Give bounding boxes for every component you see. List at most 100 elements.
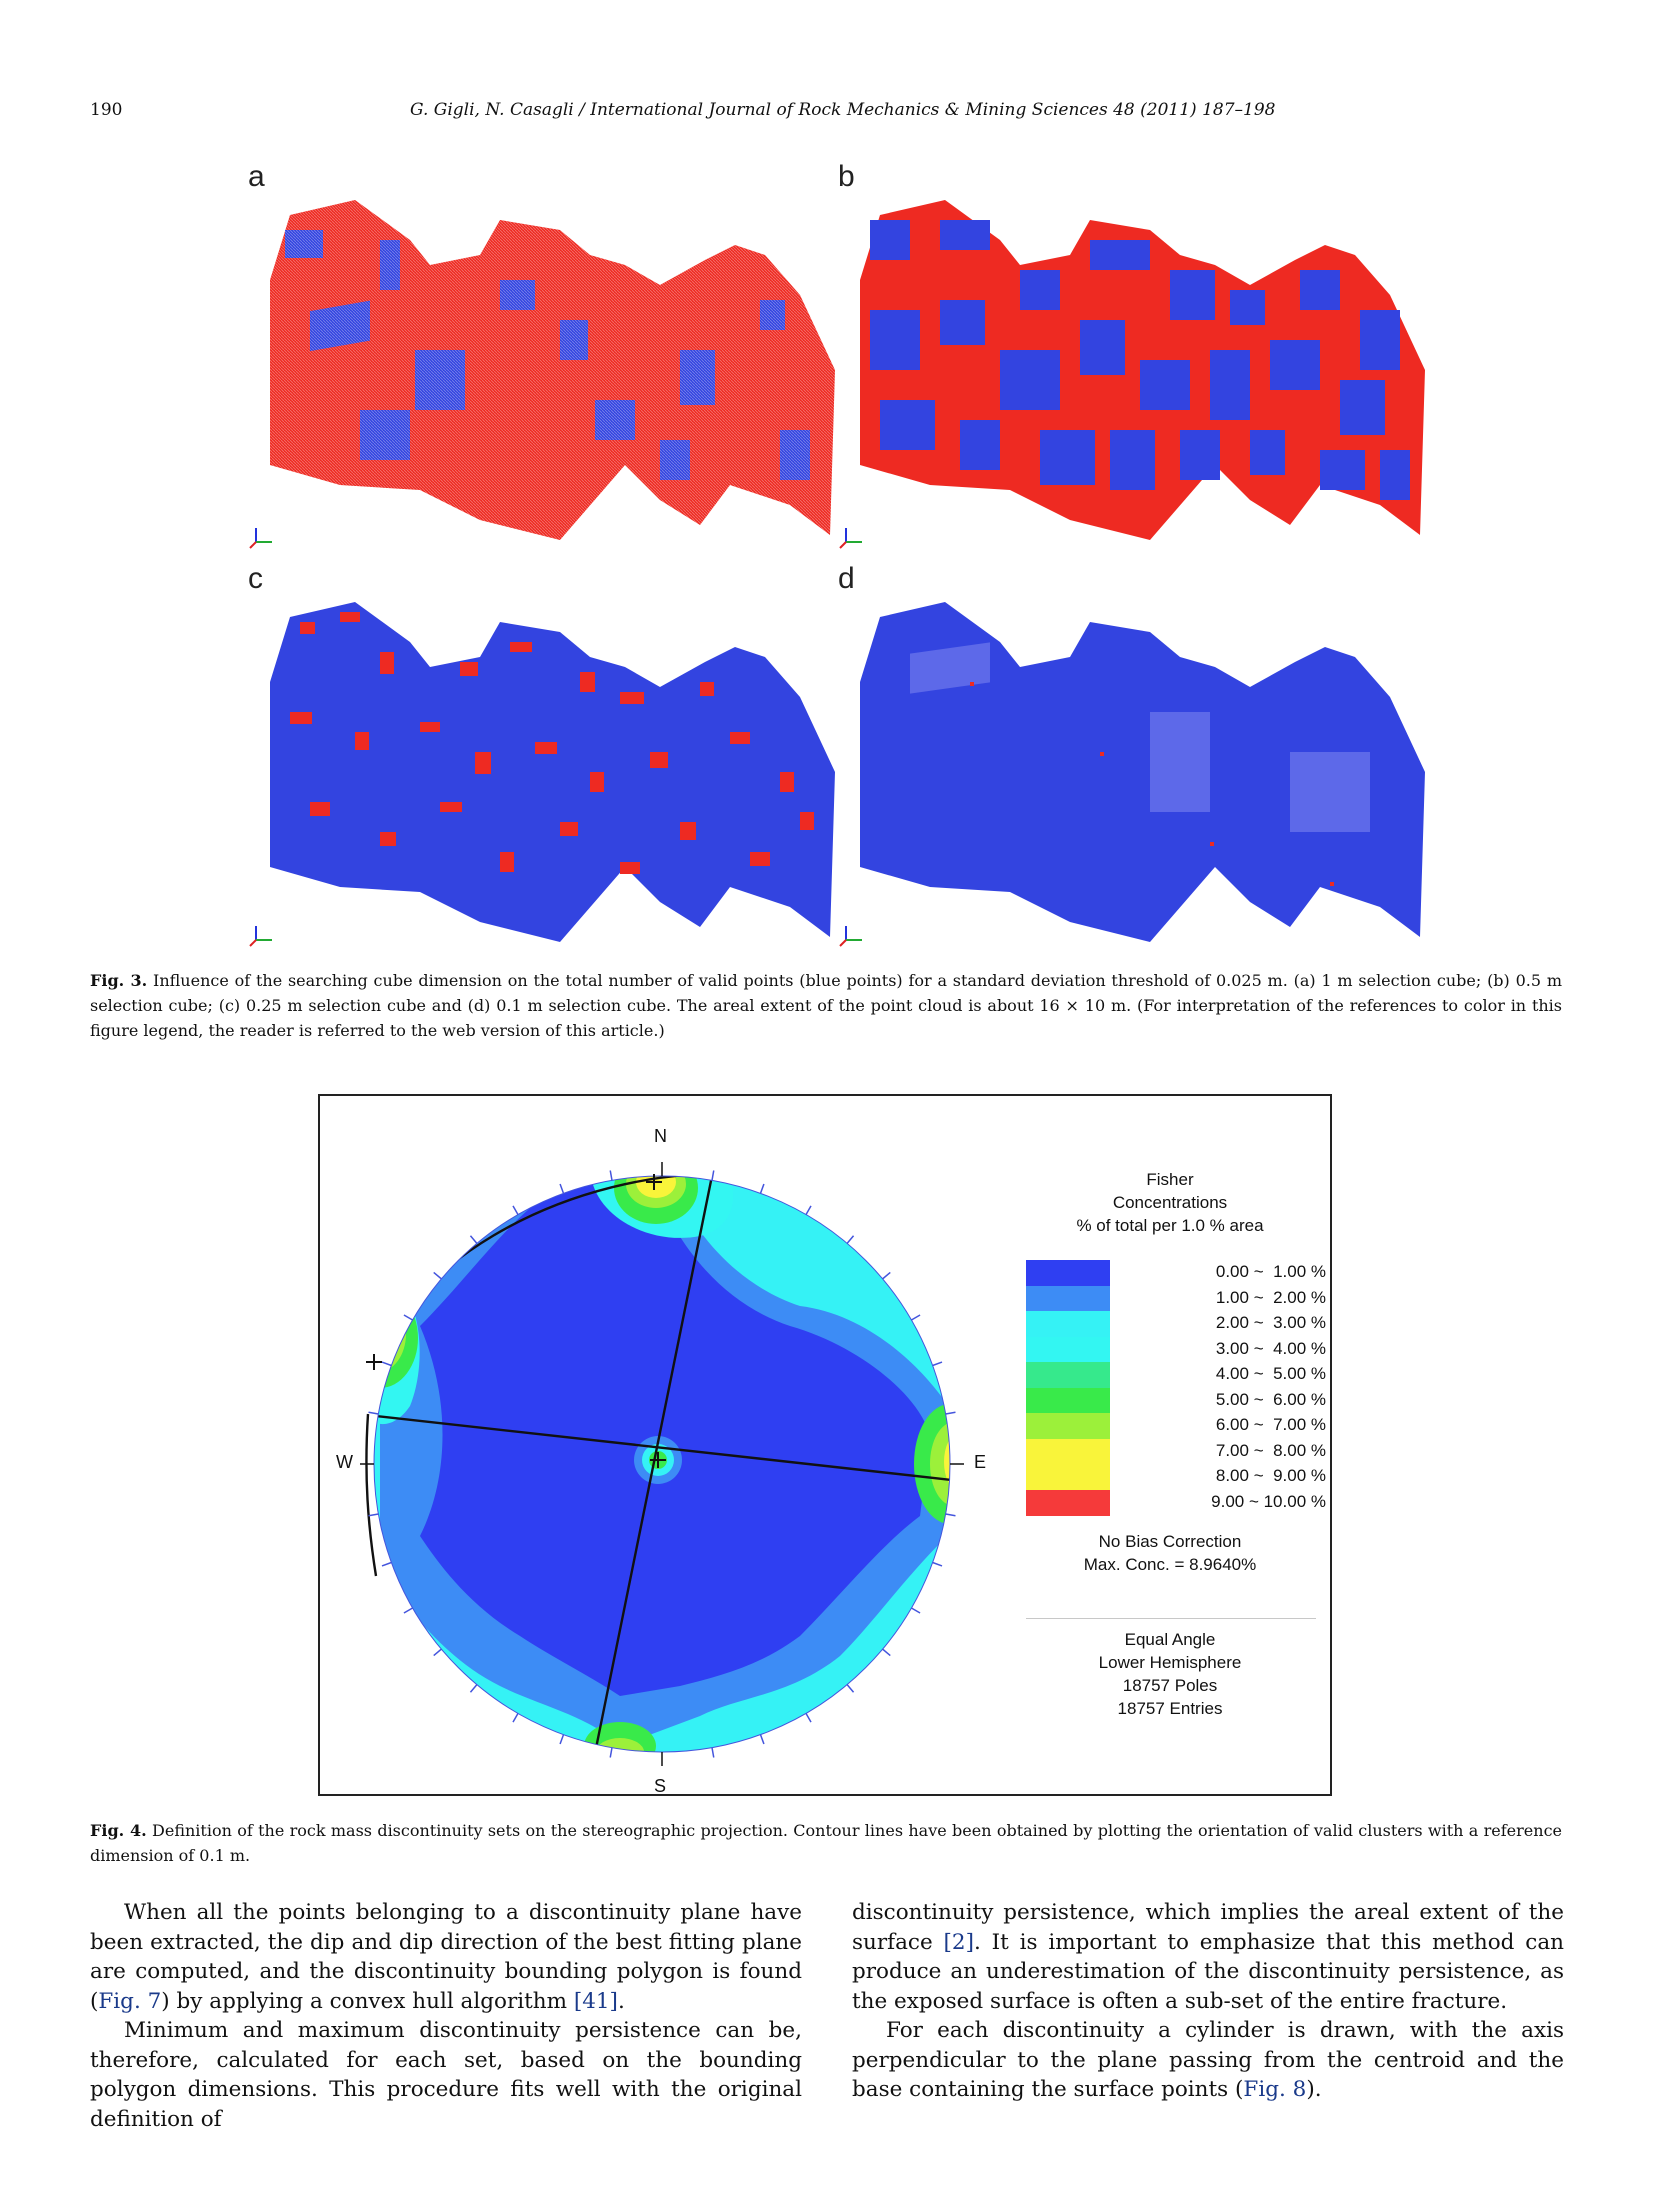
- legend-swatch: [1026, 1438, 1110, 1465]
- tick-mark: [381, 1561, 392, 1567]
- legend-row: 1.00 ~ 2.00 %: [1026, 1285, 1326, 1312]
- tick-mark: [403, 1314, 413, 1321]
- tick-mark: [469, 1684, 478, 1693]
- figure-3-caption: Fig. 3. Influence of the searching cube …: [90, 968, 1562, 1043]
- citation-link[interactable]: Fig. 8: [1243, 2077, 1307, 2102]
- citation-link[interactable]: [2]: [943, 1929, 974, 1955]
- body-paragraph: Minimum and maximum discontinuity persis…: [90, 2016, 802, 2134]
- legend-swatch: [1026, 1362, 1110, 1388]
- stereonet-figure: N S E W Fisher Concentrations % of total…: [318, 1094, 1332, 1796]
- tick-mark: [945, 1513, 956, 1517]
- legend-swatch: [1026, 1464, 1110, 1490]
- compass-south-label: S: [654, 1776, 667, 1796]
- tick-mark: [759, 1183, 765, 1194]
- tick-mark: [512, 1713, 519, 1723]
- paragraph-text: .: [617, 1988, 625, 2014]
- legend-title-line: % of total per 1.0 % area: [1076, 1216, 1264, 1235]
- poles-count: 18757 Poles: [1122, 1676, 1218, 1695]
- paragraph-text: . It is important to emphasize that this…: [852, 1929, 1564, 2014]
- legend-row: 8.00 ~ 9.00 %: [1026, 1464, 1326, 1490]
- paragraph-text: For each discontinuity a cylinder is dra…: [852, 2018, 1564, 2102]
- page-number: 190: [90, 100, 123, 120]
- figure-3-caption-text: Influence of the searching cube dimensio…: [90, 971, 1563, 1040]
- tick-mark: [433, 1271, 442, 1280]
- point-cloud-panel-c: [270, 602, 835, 942]
- legend-title-line: Fisher: [1146, 1170, 1194, 1189]
- legend-swatch: [1026, 1387, 1110, 1414]
- legend-row: 6.00 ~ 7.00 %: [1026, 1413, 1326, 1439]
- legend-label: 2.00 ~ 3.00 %: [1211, 1313, 1326, 1332]
- tick-mark: [711, 1170, 715, 1181]
- tick-mark: [559, 1734, 565, 1745]
- legend-row: 9.00 ~ 10.00 %: [1026, 1489, 1326, 1516]
- tick-mark: [932, 1561, 943, 1567]
- projection-type: Equal Angle: [1124, 1630, 1216, 1649]
- tick-mark: [512, 1205, 519, 1215]
- panel-label-a: a: [248, 160, 265, 193]
- compass-west-label: W: [336, 1452, 353, 1472]
- body-paragraph: For each discontinuity a cylinder is dra…: [852, 2016, 1564, 2105]
- panel-label-b: b: [838, 160, 855, 193]
- body-column-right: discontinuity persistence, which implies…: [852, 1898, 1564, 2105]
- stereonet-plot: [360, 1162, 964, 1766]
- bias-info: No Bias Correction Max. Conc. = 8.9640%: [1020, 1530, 1320, 1576]
- citation-link[interactable]: [41]: [573, 1988, 618, 2014]
- legend-label: 9.00 ~ 10.00 %: [1206, 1491, 1326, 1511]
- paragraph-text: discontinuity persistence, which implies…: [852, 1900, 1564, 1955]
- concentration-legend: 0.00 ~ 1.00 % 1.00 ~ 2.00 % 2.00 ~ 3.00 …: [1026, 1260, 1326, 1520]
- legend-row: 0.00 ~ 1.00 %: [1026, 1260, 1326, 1286]
- point-cloud-panel-a: [270, 200, 835, 540]
- tick-mark: [882, 1271, 891, 1280]
- legend-row: 2.00 ~ 3.00 %: [1026, 1311, 1326, 1337]
- compass-east-label: E: [974, 1452, 987, 1472]
- panel-label-d: d: [838, 562, 855, 595]
- legend-swatch: [1026, 1260, 1110, 1286]
- body-paragraph: discontinuity persistence, which implies…: [852, 1898, 1564, 2016]
- paragraph-text: Minimum and maximum discontinuity persis…: [90, 2018, 802, 2132]
- tick-mark: [609, 1747, 613, 1758]
- tick-mark: [805, 1713, 812, 1723]
- panel-label-c: c: [248, 562, 263, 595]
- legend-swatch: [1026, 1311, 1110, 1337]
- legend-label: 1.00 ~ 2.00 %: [1211, 1287, 1326, 1307]
- axes-triad-icon: [249, 926, 272, 947]
- entries-count: 18757 Entries: [1117, 1699, 1223, 1718]
- legend-swatch: [1026, 1285, 1110, 1312]
- legend-swatch: [1026, 1336, 1110, 1363]
- legend-row: 7.00 ~ 8.00 %: [1026, 1438, 1326, 1465]
- tick-mark: [805, 1205, 812, 1215]
- tick-mark: [381, 1361, 392, 1367]
- figure-3-label: Fig. 3.: [90, 971, 148, 990]
- citation-link[interactable]: Fig. 7: [98, 1988, 162, 2014]
- tick-mark: [433, 1648, 442, 1657]
- tick-mark: [368, 1513, 379, 1517]
- axes-triad-icon: [249, 528, 272, 549]
- point-cloud-panel-b: [860, 200, 1425, 540]
- legend-label: 5.00 ~ 6.00 %: [1211, 1389, 1326, 1409]
- projection-info: Equal Angle Lower Hemisphere 18757 Poles…: [1020, 1628, 1320, 1720]
- figure-4-caption: Fig. 4. Definition of the rock mass disc…: [90, 1818, 1562, 1868]
- tick-mark: [759, 1734, 765, 1745]
- legend-label: 0.00 ~ 1.00 %: [1211, 1262, 1326, 1281]
- body-column-left: When all the points belonging to a disco…: [90, 1898, 802, 2134]
- legend-label: 7.00 ~ 8.00 %: [1211, 1440, 1326, 1460]
- legend-label: 4.00 ~ 5.00 %: [1211, 1364, 1326, 1383]
- max-concentration-text: Max. Conc. = 8.9640%: [1083, 1555, 1257, 1574]
- legend-swatch: [1026, 1413, 1110, 1439]
- axes-triad-icon: [839, 528, 862, 549]
- tick-mark: [882, 1648, 891, 1657]
- running-head: G. Gigli, N. Casagli / International Jou…: [410, 100, 1276, 120]
- hemisphere: Lower Hemisphere: [1098, 1653, 1242, 1672]
- tick-mark: [911, 1607, 921, 1614]
- tick-mark: [559, 1183, 565, 1194]
- legend-label: 3.00 ~ 4.00 %: [1211, 1338, 1326, 1358]
- tick-mark: [911, 1314, 921, 1321]
- legend-label: 6.00 ~ 7.00 %: [1211, 1415, 1326, 1434]
- tick-mark: [846, 1235, 855, 1244]
- tick-mark: [846, 1684, 855, 1693]
- tick-mark: [368, 1411, 379, 1415]
- tick-mark: [403, 1607, 413, 1614]
- point-cloud-panel-d: [860, 602, 1425, 942]
- legend-title: Fisher Concentrations % of total per 1.0…: [1020, 1168, 1320, 1237]
- figure-4-caption-text: Definition of the rock mass discontinuit…: [90, 1821, 1562, 1865]
